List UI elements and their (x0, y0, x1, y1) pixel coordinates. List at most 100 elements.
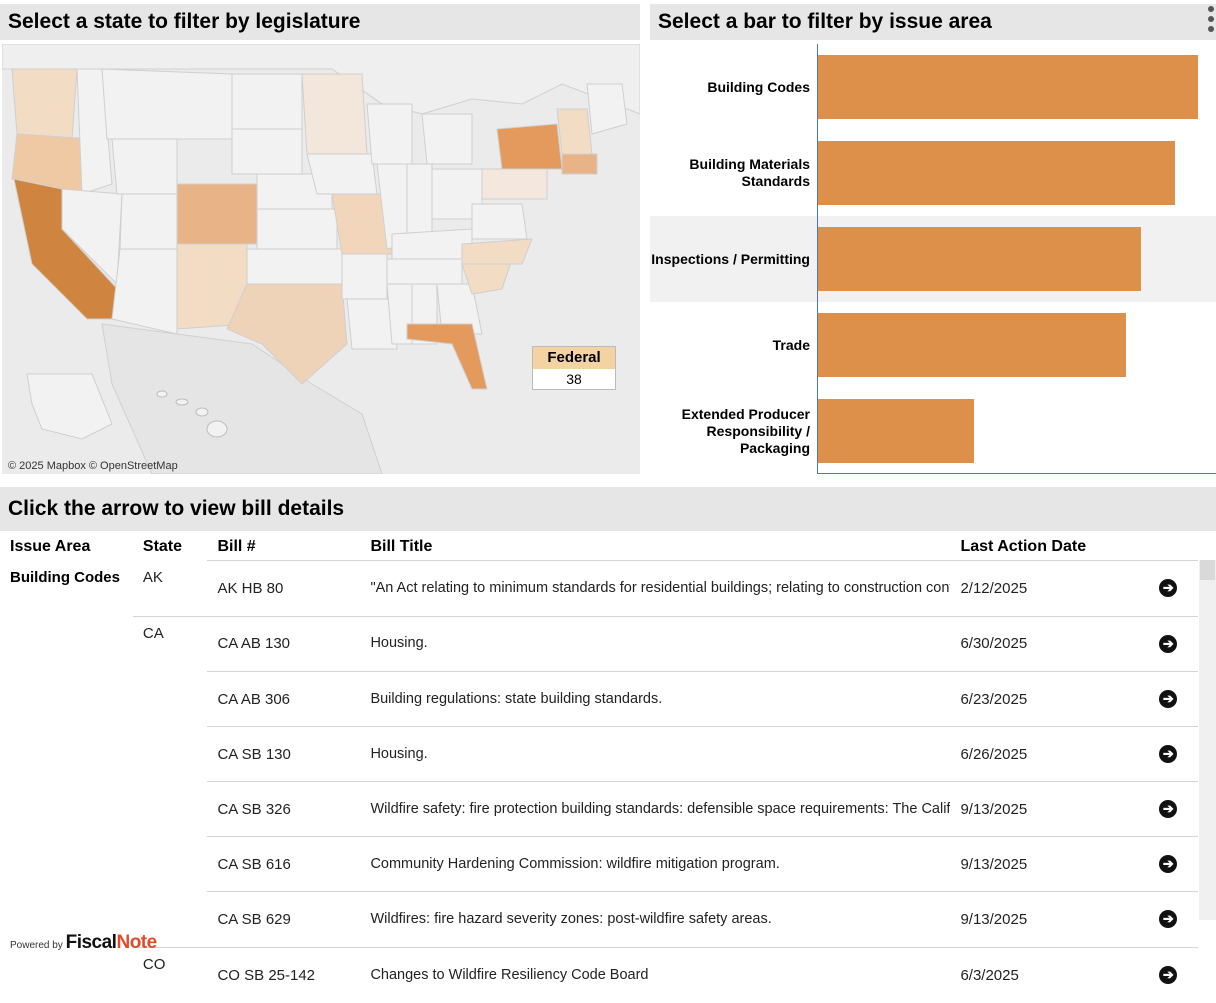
federal-filter[interactable]: Federal 38 (532, 346, 616, 390)
column-header-issue-area[interactable]: Issue Area (10, 538, 91, 556)
cell-issue-area (0, 782, 133, 837)
cell-last-action-date: 6/30/2025 (950, 615, 1129, 672)
map-panel-title: Select a state to filter by legislature (0, 4, 640, 40)
state-wyoming[interactable] (111, 138, 178, 195)
state-washington[interactable] (11, 68, 78, 140)
cell-details-arrow[interactable]: ➔ (1128, 891, 1198, 947)
state-arizona[interactable] (111, 248, 178, 335)
cell-details-arrow[interactable]: ➔ (1128, 946, 1198, 1003)
bar-category-label: Building Materials Standards (689, 156, 810, 189)
state-kansas[interactable] (256, 208, 338, 250)
cell-state: AK (142, 568, 163, 586)
cell-details-arrow[interactable]: ➔ (1128, 836, 1198, 892)
state-michigan[interactable] (421, 113, 473, 165)
state-georgia[interactable] (436, 283, 483, 335)
view-bill-details-arrow-icon[interactable]: ➔ (1159, 634, 1178, 653)
bar-category-label: Extended Producer Responsibility / Packa… (681, 405, 810, 456)
bar[interactable] (818, 313, 1126, 377)
cell-issue-area (0, 947, 133, 1003)
bar-row[interactable]: Building Materials Standards (650, 130, 1216, 216)
cell-issue-area (0, 672, 133, 727)
cell-state (133, 782, 208, 837)
cell-bill-number: CA SB 629 (207, 891, 361, 947)
state-minnesota[interactable] (301, 73, 368, 155)
state-hawaii[interactable] (156, 390, 228, 438)
cell-bill-number: CA AB 130 (207, 615, 361, 672)
cell-issue-area: Building Codes (10, 568, 120, 586)
view-bill-details-arrow-icon[interactable]: ➔ (1159, 690, 1178, 708)
table-scroll-thumb[interactable] (1200, 560, 1215, 580)
table-header-row: Issue Area State Bill # Bill Title Last … (0, 534, 1198, 561)
cell-details-arrow[interactable]: ➔ (1128, 671, 1198, 727)
cell-issue-area (0, 837, 133, 892)
state-alaska[interactable] (26, 373, 113, 440)
more-options-icon[interactable] (1208, 6, 1214, 36)
state-louisiana[interactable] (346, 298, 398, 350)
state-wisconsin[interactable] (366, 103, 413, 165)
bar-row[interactable]: Inspections / Permitting (650, 216, 1216, 302)
cell-state: CO (132, 946, 208, 1003)
us-state-map[interactable]: © 2025 Mapbox © OpenStreetMap Federal 38 (2, 44, 640, 474)
cell-details-arrow[interactable]: ➔ (1128, 781, 1198, 837)
state-pennsylvania[interactable] (481, 168, 548, 200)
chart-axis-left (817, 44, 818, 474)
state-arkansas[interactable] (341, 253, 388, 300)
bar[interactable] (818, 227, 1141, 291)
federal-count: 38 (566, 371, 582, 387)
bar-category-label: Building Codes (707, 78, 810, 95)
bar[interactable] (818, 399, 974, 463)
table-row: CA CA AB 130 Housing. 6/30/2025 ➔ (0, 615, 1198, 672)
bar-row[interactable]: Trade (650, 302, 1216, 388)
bar[interactable] (818, 55, 1198, 119)
state-massachusetts[interactable] (561, 153, 598, 175)
table-scrollbar[interactable] (1199, 560, 1216, 920)
state-north-carolina[interactable] (461, 238, 533, 265)
state-idaho[interactable] (76, 68, 113, 195)
view-bill-details-arrow-icon[interactable]: ➔ (1159, 855, 1178, 873)
cell-details-arrow[interactable]: ➔ (1128, 560, 1198, 616)
table-row: CO CO SB 25-142 Changes to Wildfire Resili… (0, 946, 1198, 1003)
state-south-dakota[interactable] (231, 128, 303, 175)
state-iowa[interactable] (306, 153, 378, 195)
state-tennessee[interactable] (386, 258, 463, 285)
cell-details-arrow[interactable]: ➔ (1128, 726, 1198, 782)
state-utah[interactable] (119, 193, 178, 250)
map-svg[interactable] (2, 44, 640, 474)
state-indiana[interactable] (406, 163, 433, 235)
chart-axis-bottom (817, 473, 1216, 474)
state-colorado[interactable] (176, 183, 258, 245)
view-bill-details-arrow-icon[interactable]: ➔ (1159, 800, 1178, 818)
state-montana[interactable] (101, 68, 233, 140)
issue-area-bar-chart[interactable]: Building Codes Building Materials Standar… (650, 44, 1216, 474)
cell-bill-number: AK HB 80 (207, 560, 361, 616)
cell-last-action-date: 2/12/2025 (950, 560, 1129, 616)
view-bill-details-arrow-icon[interactable]: ➔ (1159, 966, 1178, 984)
cell-issue-area (0, 616, 133, 672)
table-row: CA SB 130 Housing. 6/26/2025 ➔ (0, 726, 1198, 782)
column-header-state[interactable]: State (142, 538, 183, 556)
state-vermont-nh[interactable] (556, 108, 593, 155)
state-maine[interactable] (586, 83, 628, 135)
bar-row[interactable]: Building Codes (650, 44, 1216, 130)
state-virginia[interactable] (471, 203, 528, 240)
state-oklahoma[interactable] (246, 248, 343, 285)
cell-details-arrow[interactable]: ➔ (1128, 615, 1198, 672)
cell-state (133, 837, 208, 892)
view-bill-details-arrow-icon[interactable]: ➔ (1159, 910, 1178, 929)
cell-bill-number: CA SB 326 (207, 781, 361, 837)
state-florida[interactable] (406, 323, 488, 390)
state-new-york[interactable] (496, 123, 563, 170)
bar-row[interactable]: Extended Producer Responsibility / Packa… (650, 388, 1216, 474)
table-row: CA SB 629 Wildfires: fire hazard severity… (0, 891, 1198, 947)
bar[interactable] (818, 141, 1175, 205)
table-row: CA AB 306 Building regulations: state bui… (0, 671, 1198, 727)
cell-state (133, 727, 208, 782)
view-bill-details-arrow-icon[interactable]: ➔ (1159, 745, 1178, 763)
column-header-bill-title[interactable]: Bill Title (370, 538, 433, 555)
view-bill-details-arrow-icon[interactable]: ➔ (1159, 579, 1178, 598)
state-kentucky[interactable] (391, 228, 473, 260)
column-header-last-action-date[interactable]: Last Action Date (960, 538, 1087, 555)
cell-bill-number: CO SB 25-142 (207, 946, 361, 1003)
state-north-dakota[interactable] (231, 73, 303, 130)
column-header-bill-number[interactable]: Bill # (217, 538, 256, 555)
